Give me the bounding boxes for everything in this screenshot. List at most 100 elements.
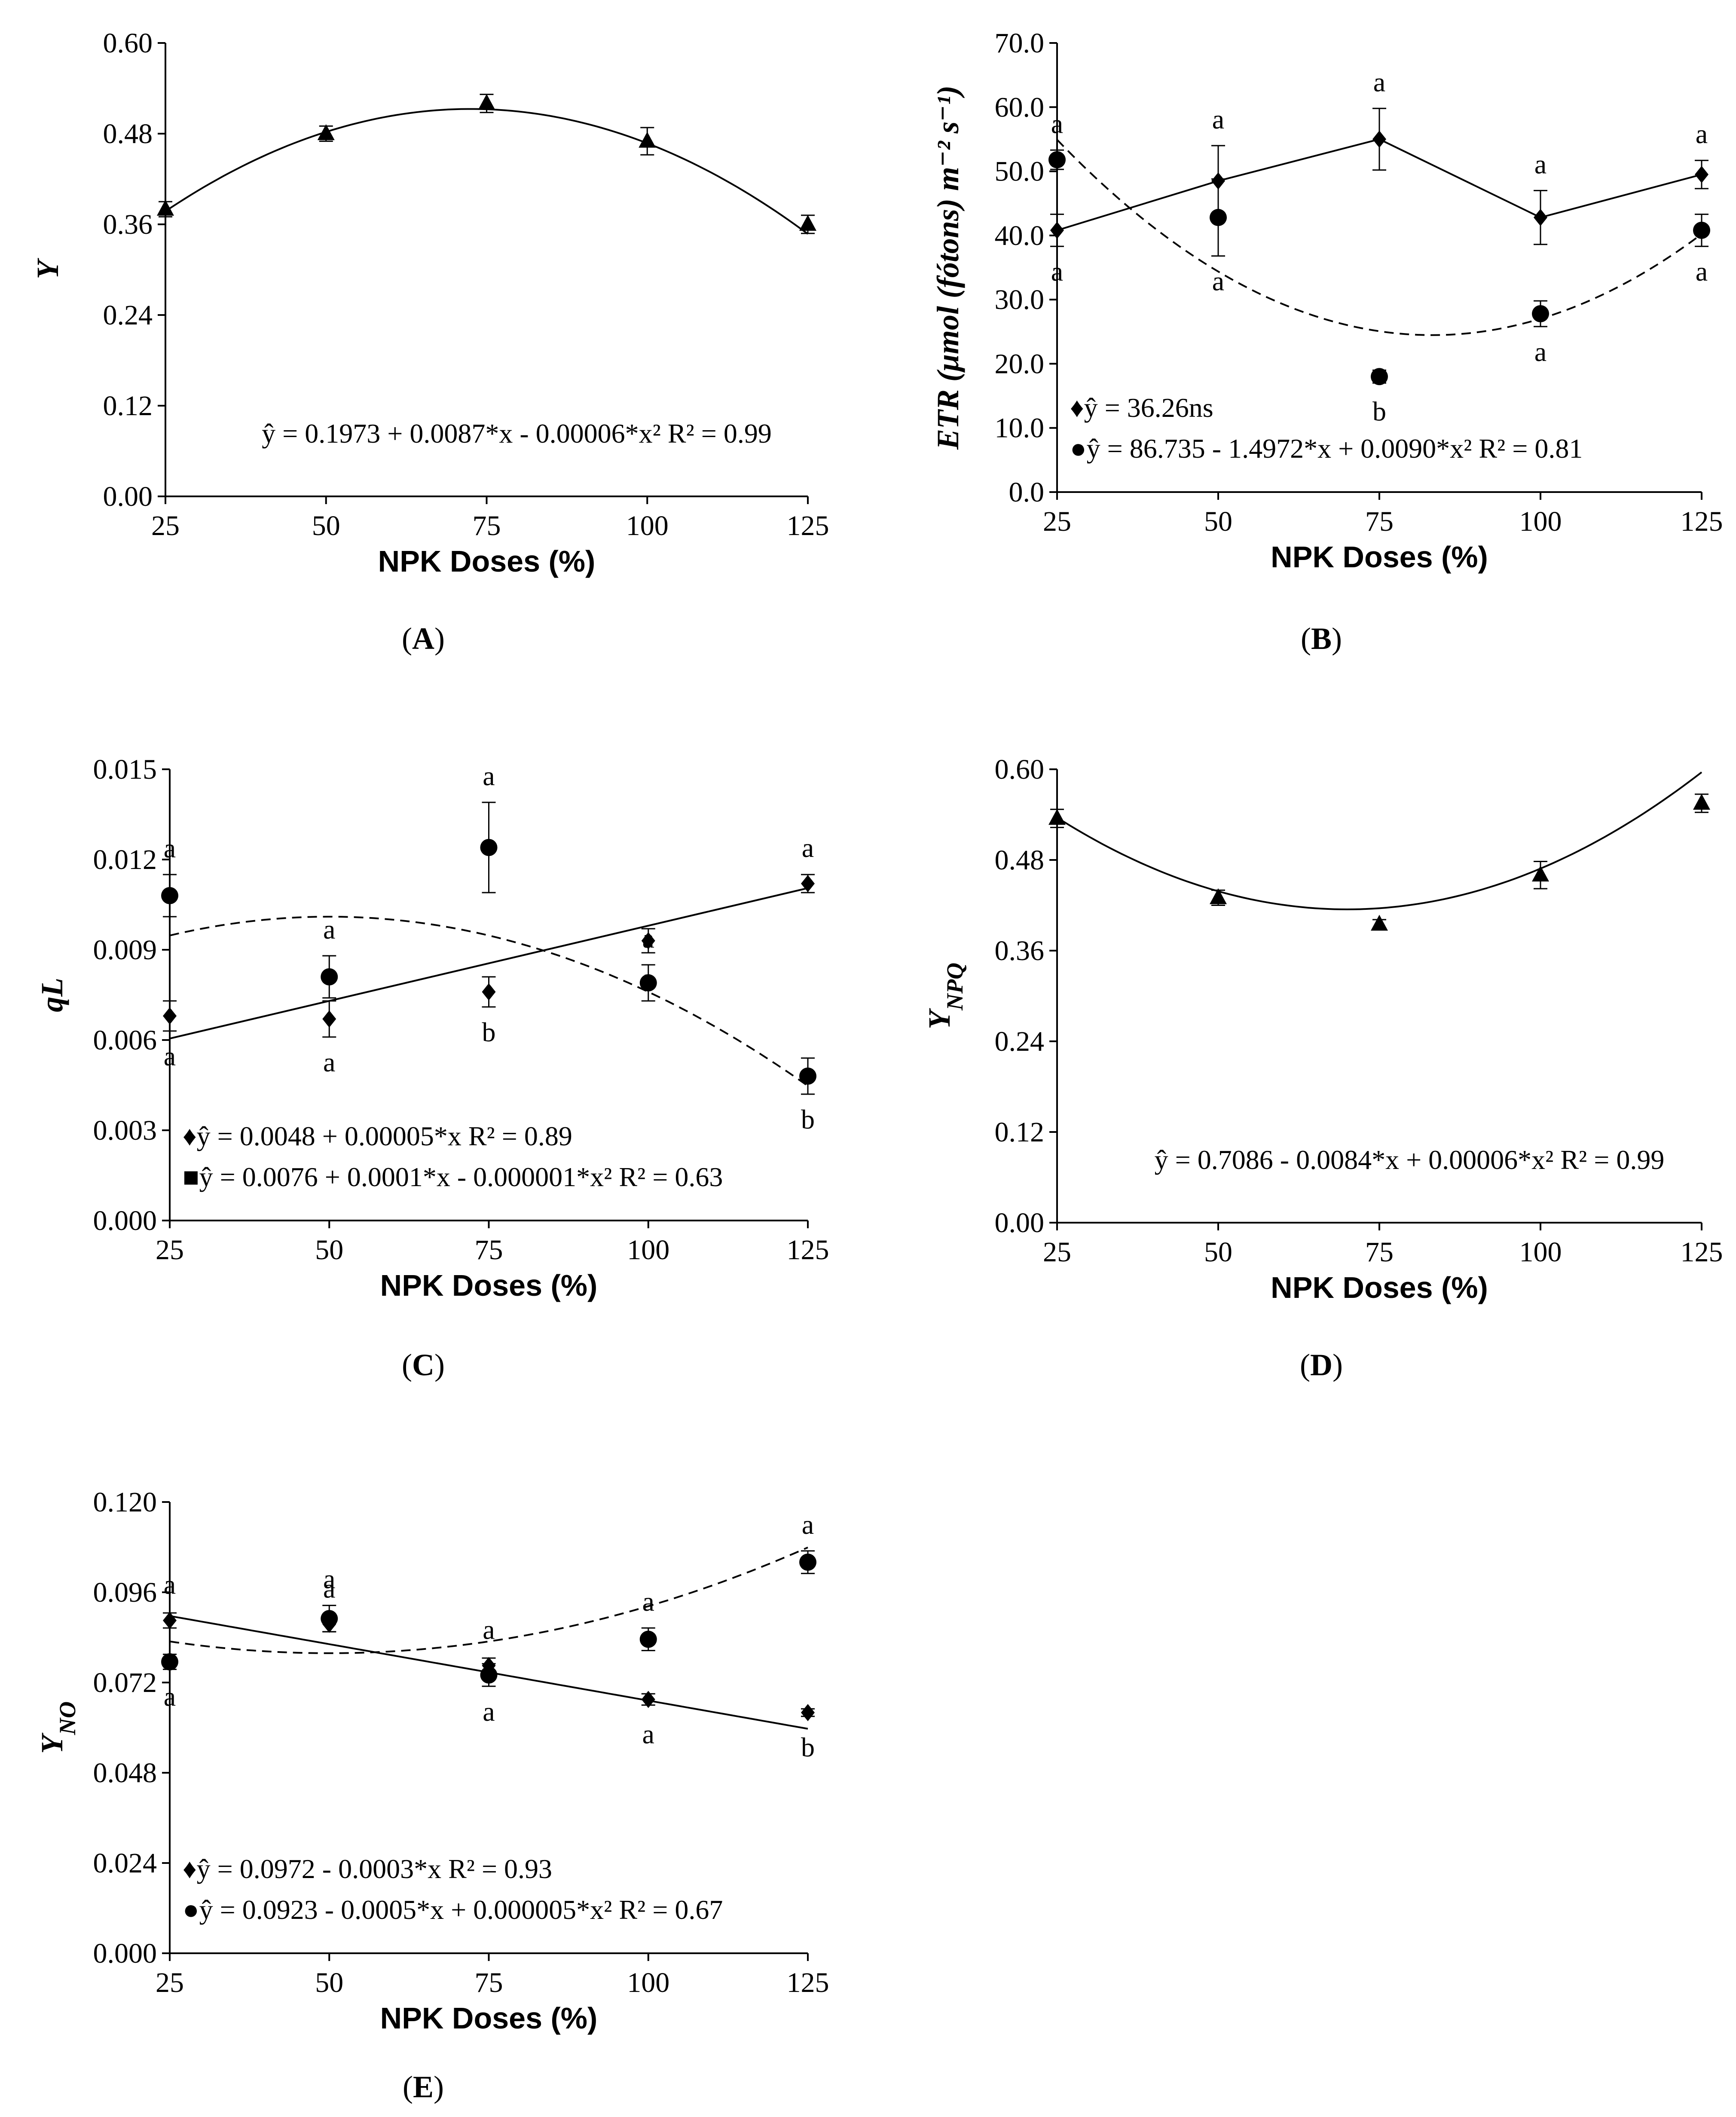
series-triangle bbox=[1048, 771, 1710, 931]
x-tick-label: 25 bbox=[156, 1967, 184, 1998]
significance-letter: a bbox=[1212, 266, 1224, 297]
data-point bbox=[1372, 130, 1386, 148]
y-tick-label: 0.36 bbox=[103, 209, 153, 240]
significance-letter: a bbox=[323, 914, 335, 945]
significance-letter: a bbox=[1696, 256, 1708, 287]
panel-label: (D) bbox=[1300, 1348, 1343, 1382]
regression-equation: ♦ŷ = 0.0972 - 0.0003*x R² = 0.93 bbox=[183, 1854, 552, 1884]
x-axis-title: NPK Doses (%) bbox=[380, 1269, 598, 1302]
x-tick-label: 50 bbox=[315, 1234, 343, 1266]
x-tick-label: 75 bbox=[1365, 1236, 1394, 1268]
series-circle: a a a a b bbox=[161, 761, 816, 1135]
y-tick-label: 70.0 bbox=[995, 28, 1045, 59]
significance-letter: a bbox=[323, 1573, 335, 1603]
data-point bbox=[639, 974, 657, 991]
y-tick-label: 0.24 bbox=[103, 300, 153, 331]
x-tick-label: 50 bbox=[1204, 506, 1232, 537]
data-point bbox=[799, 1554, 816, 1571]
fit-line bbox=[169, 887, 808, 1040]
x-tick-label: 100 bbox=[626, 510, 669, 541]
y-axis-title: YNPQ bbox=[922, 963, 968, 1029]
y-tick-label: 0.024 bbox=[93, 1848, 157, 1879]
significance-letter: b bbox=[1372, 396, 1386, 426]
panel-label-letter: D bbox=[1310, 1348, 1333, 1382]
y-tick-label: 0.36 bbox=[995, 935, 1045, 967]
x-tick-label: 100 bbox=[627, 1967, 669, 1998]
data-point bbox=[157, 199, 174, 216]
y-tick-label: 0.012 bbox=[93, 844, 157, 875]
x-tick-label: 50 bbox=[315, 1967, 343, 1998]
chart-panel-b: 0.0 10.0 20.0 30.0 40.0 50.0 60.0 70.0 25 50 75 100… bbox=[931, 28, 1723, 656]
equation-symbol: ● bbox=[183, 1894, 199, 1925]
data-point bbox=[317, 124, 335, 140]
x-tick-label: 50 bbox=[312, 510, 340, 541]
significance-letter: a bbox=[1534, 149, 1547, 179]
y-tick-label: 0.00 bbox=[103, 481, 153, 512]
data-point bbox=[163, 1007, 177, 1025]
data-point bbox=[321, 1610, 338, 1628]
equation-text: ŷ = 0.0923 - 0.0005*x + 0.000005*x² R² =… bbox=[199, 1894, 723, 1925]
series-triangle bbox=[157, 94, 816, 235]
data-point bbox=[321, 968, 338, 985]
series-circle: a a b a a bbox=[1048, 108, 1710, 426]
data-point bbox=[163, 1612, 177, 1629]
data-point bbox=[480, 1666, 498, 1684]
significance-letter: a bbox=[642, 1719, 654, 1749]
panel-label-letter: B bbox=[1311, 621, 1332, 656]
panel-label-paren: ) bbox=[434, 1348, 445, 1382]
panel-label-letter: A bbox=[412, 621, 434, 656]
equation-text: ŷ = 0.7086 - 0.0084*x + 0.00006*x² R² = … bbox=[1155, 1144, 1665, 1175]
x-tick-label: 75 bbox=[1365, 506, 1394, 537]
y-tick-label: 50.0 bbox=[995, 156, 1045, 187]
panel-label-paren: ( bbox=[1300, 1348, 1310, 1382]
series-diamond: a a a a a bbox=[1050, 67, 1708, 287]
significance-letter: a bbox=[1373, 67, 1385, 97]
data-point bbox=[1048, 809, 1066, 825]
data-point bbox=[799, 215, 816, 231]
y-tick-label: 0.003 bbox=[93, 1115, 157, 1146]
y-axis-title-main: Y bbox=[922, 1008, 957, 1029]
y-tick-label: 0.12 bbox=[103, 390, 153, 422]
y-tick-label: 0.60 bbox=[995, 754, 1045, 785]
data-point bbox=[1532, 305, 1549, 322]
y-tick-label: 0.048 bbox=[93, 1757, 157, 1789]
x-tick-label: 100 bbox=[1519, 1236, 1562, 1268]
regression-equation: ŷ = 0.1973 + 0.0087*x - 0.00006*x² R² = … bbox=[262, 418, 772, 449]
data-point bbox=[641, 1691, 655, 1708]
significance-letter: a bbox=[164, 833, 176, 863]
regression-equation: ■ŷ = 0.0076 + 0.0001*x - 0.000001*x² R² … bbox=[183, 1162, 723, 1192]
panel-label: (C) bbox=[402, 1348, 445, 1382]
regression-equation: ●ŷ = 0.0923 - 0.0005*x + 0.000005*x² R² … bbox=[183, 1894, 723, 1925]
data-point bbox=[799, 1068, 816, 1085]
significance-letter: a bbox=[1051, 256, 1063, 287]
y-axis-title-main: Y bbox=[35, 1732, 69, 1754]
data-point bbox=[1050, 221, 1064, 239]
significance-letter: a bbox=[642, 923, 654, 954]
significance-letter: a bbox=[483, 1615, 495, 1645]
significance-letter: a bbox=[164, 1569, 176, 1600]
significance-letter: a bbox=[802, 832, 814, 863]
panel-label-paren: ) bbox=[1332, 621, 1342, 656]
data-point bbox=[322, 1010, 336, 1028]
x-tick-label: 125 bbox=[1681, 1236, 1723, 1268]
data-point bbox=[1371, 368, 1388, 385]
x-tick-label: 125 bbox=[787, 1234, 829, 1266]
chart-panel-e: 0.000 0.024 0.048 0.072 0.096 0.120 25 50 75 100 1… bbox=[35, 1487, 829, 2104]
x-tick-label: 125 bbox=[787, 1967, 829, 1998]
regression-equation: ●ŷ = 86.735 - 1.4972*x + 0.0090*x² R² = … bbox=[1070, 433, 1583, 464]
regression-equation: ♦ŷ = 0.0048 + 0.00005*x R² = 0.89 bbox=[183, 1121, 572, 1151]
equation-text: ŷ = 0.0048 + 0.00005*x R² = 0.89 bbox=[197, 1121, 572, 1151]
x-tick-label: 100 bbox=[1519, 506, 1562, 537]
y-axis-title: Y bbox=[31, 257, 65, 279]
x-axis-title: NPK Doses (%) bbox=[1271, 540, 1488, 574]
data-point bbox=[161, 1653, 178, 1670]
y-tick-label: 0.000 bbox=[93, 1938, 157, 1969]
y-tick-label: 0.096 bbox=[93, 1577, 157, 1608]
data-point bbox=[1048, 151, 1066, 168]
x-tick-label: 75 bbox=[475, 1234, 503, 1266]
panel-label: (A) bbox=[402, 621, 445, 656]
x-tick-label: 50 bbox=[1204, 1236, 1232, 1268]
chart-panel-c: 0.000 0.003 0.006 0.009 0.012 0.015 25 50 75 100 1… bbox=[35, 754, 829, 1382]
